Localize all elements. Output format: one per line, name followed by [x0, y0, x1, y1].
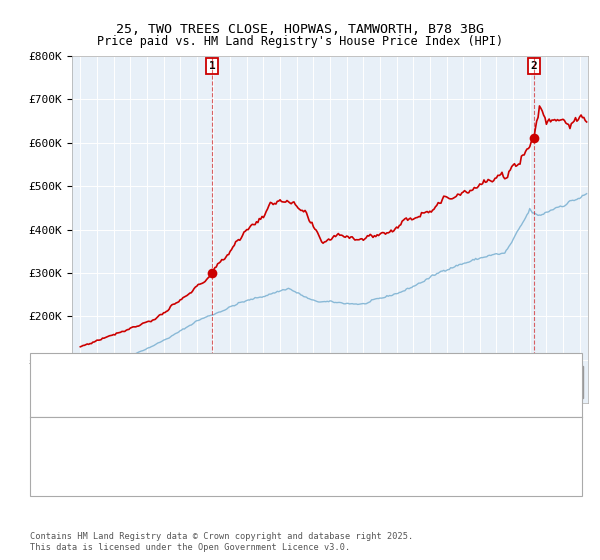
Text: £299,950: £299,950	[240, 429, 294, 439]
Text: 31-MAR-2022: 31-MAR-2022	[81, 468, 155, 478]
Text: Price paid vs. HM Land Registry's House Price Index (HPI): Price paid vs. HM Land Registry's House …	[97, 35, 503, 48]
Text: Contains HM Land Registry data © Crown copyright and database right 2025.
This d: Contains HM Land Registry data © Crown c…	[30, 532, 413, 552]
Text: 25, TWO TREES CLOSE, HOPWAS, TAMWORTH, B78 3BG: 25, TWO TREES CLOSE, HOPWAS, TAMWORTH, B…	[116, 24, 484, 36]
Text: 29-NOV-2002: 29-NOV-2002	[81, 429, 155, 439]
Text: 25, TWO TREES CLOSE, HOPWAS, TAMWORTH, B78 3BG (detached house): 25, TWO TREES CLOSE, HOPWAS, TAMWORTH, B…	[93, 367, 487, 377]
Text: 38% ↑ HPI: 38% ↑ HPI	[360, 468, 421, 478]
Text: 2: 2	[530, 61, 537, 71]
Text: ─────: ─────	[45, 367, 74, 377]
Text: £610,000: £610,000	[240, 468, 294, 478]
Text: 1: 1	[41, 429, 49, 439]
Text: ─────: ─────	[45, 387, 74, 397]
Text: 2: 2	[41, 468, 49, 478]
Text: 55% ↑ HPI: 55% ↑ HPI	[360, 429, 421, 439]
Text: 1: 1	[209, 61, 215, 71]
Text: HPI: Average price, detached house, Lichfield: HPI: Average price, detached house, Lich…	[93, 387, 374, 397]
Legend: 25, TWO TREES CLOSE, HOPWAS, TAMWORTH, B78 3BG (detached house), HPI: Average pr: 25, TWO TREES CLOSE, HOPWAS, TAMWORTH, B…	[178, 366, 583, 398]
